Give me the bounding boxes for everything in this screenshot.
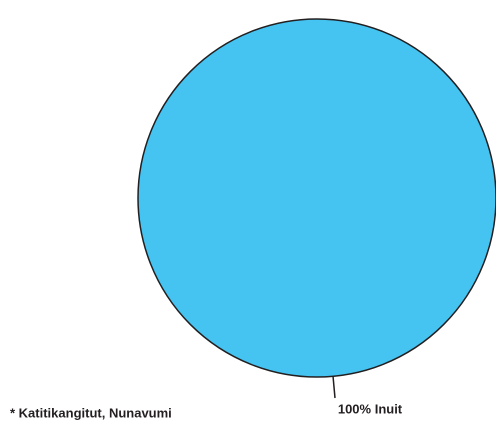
footnote: * Katitikangitut, Nunavumi (10, 405, 172, 420)
slice-label: 100% Inuit (338, 401, 403, 416)
leader-line (332, 375, 336, 399)
pie-slice (137, 18, 496, 378)
